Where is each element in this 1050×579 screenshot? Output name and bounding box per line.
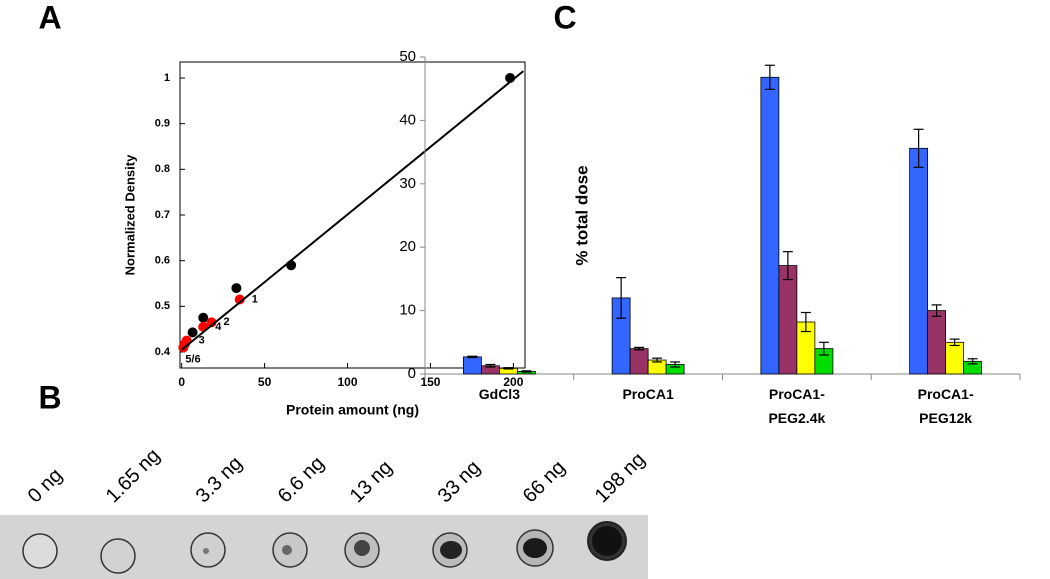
error-bar (652, 357, 663, 363)
error-bar (521, 370, 532, 373)
y-tick-label: 40 (399, 111, 416, 128)
y-tick-label: 1 (164, 72, 170, 84)
x-tick-label: 0 (178, 375, 185, 389)
bar (778, 265, 798, 375)
y-tick-label: 0 (408, 365, 416, 382)
panel-label: B (38, 379, 61, 415)
data-point (234, 294, 245, 305)
bar (760, 76, 780, 375)
panel-label: C (553, 0, 576, 35)
x-axis-label: Protein amount (ng) (286, 402, 419, 418)
point-label: 4 (215, 321, 222, 333)
y-tick-label: 30 (399, 175, 416, 192)
x-tick-label: ProCA1- PEG2.4k (768, 386, 826, 426)
x-tick-label: 150 (420, 375, 440, 389)
x-tick-label: 50 (258, 375, 272, 389)
x-tick-label: ProCA1- PEG12k (917, 386, 974, 426)
lane-label: 13 ng (346, 456, 397, 507)
error-bar (670, 361, 681, 368)
error-bar (485, 363, 496, 368)
y-tick-label: 0.5 (155, 300, 170, 312)
point-label: 3 (199, 335, 205, 347)
y-tick-label: 0.6 (155, 255, 170, 267)
fit-line (181, 70, 524, 351)
lane-label: 66 ng (519, 456, 570, 507)
data-point (206, 317, 217, 328)
data-point (179, 338, 190, 349)
bar (629, 348, 649, 375)
plot-frame (179, 61, 526, 369)
bar (462, 356, 482, 375)
error-bar (967, 358, 978, 365)
error-bar (634, 346, 645, 351)
x-tick-label: GdCl3 (478, 386, 520, 402)
y-axis-label: % total dose (572, 165, 591, 265)
point-label: 2 (224, 316, 230, 328)
y-axis-label: Normalized Density (122, 154, 137, 275)
error-bar (616, 277, 627, 319)
error-bar (764, 64, 775, 90)
lane-label: 1.65 ng (102, 445, 165, 508)
lane-label: 33 ng (434, 456, 485, 507)
error-bar (782, 251, 793, 281)
data-point (187, 327, 198, 338)
y-tick-label: 0.4 (155, 346, 171, 358)
y-tick-label: 0.9 (155, 118, 170, 130)
error-bar (800, 311, 811, 333)
x-tick-label: 100 (338, 375, 358, 389)
y-tick-label: 0.8 (155, 163, 170, 175)
bar (945, 341, 965, 375)
lane-label: 6.6 ng (274, 452, 329, 507)
error-bar (949, 338, 960, 347)
error-bar (467, 355, 478, 359)
error-bar (913, 128, 924, 168)
data-point (198, 312, 209, 323)
data-point (231, 283, 242, 294)
x-tick-label: ProCA1 (622, 386, 674, 402)
panel-label: A (38, 0, 61, 35)
error-bar (931, 304, 942, 317)
x-tick-label: 200 (503, 375, 523, 389)
y-tick-label: 20 (399, 238, 416, 255)
blot-spots (22, 521, 627, 574)
lane-label: 198 ng (591, 448, 650, 507)
error-bar (503, 367, 514, 370)
y-tick-label: 50 (399, 48, 416, 65)
bar (909, 147, 929, 375)
lane-label: 0 ng (24, 464, 67, 507)
y-tick-label: 10 (399, 302, 416, 319)
point-label: 5/6 (185, 353, 200, 365)
lane-label: 3.3 ng (192, 452, 247, 507)
point-label: 1 (252, 293, 258, 305)
y-tick-label: 0.7 (155, 209, 170, 221)
bar (927, 310, 947, 375)
error-bar (818, 341, 829, 356)
